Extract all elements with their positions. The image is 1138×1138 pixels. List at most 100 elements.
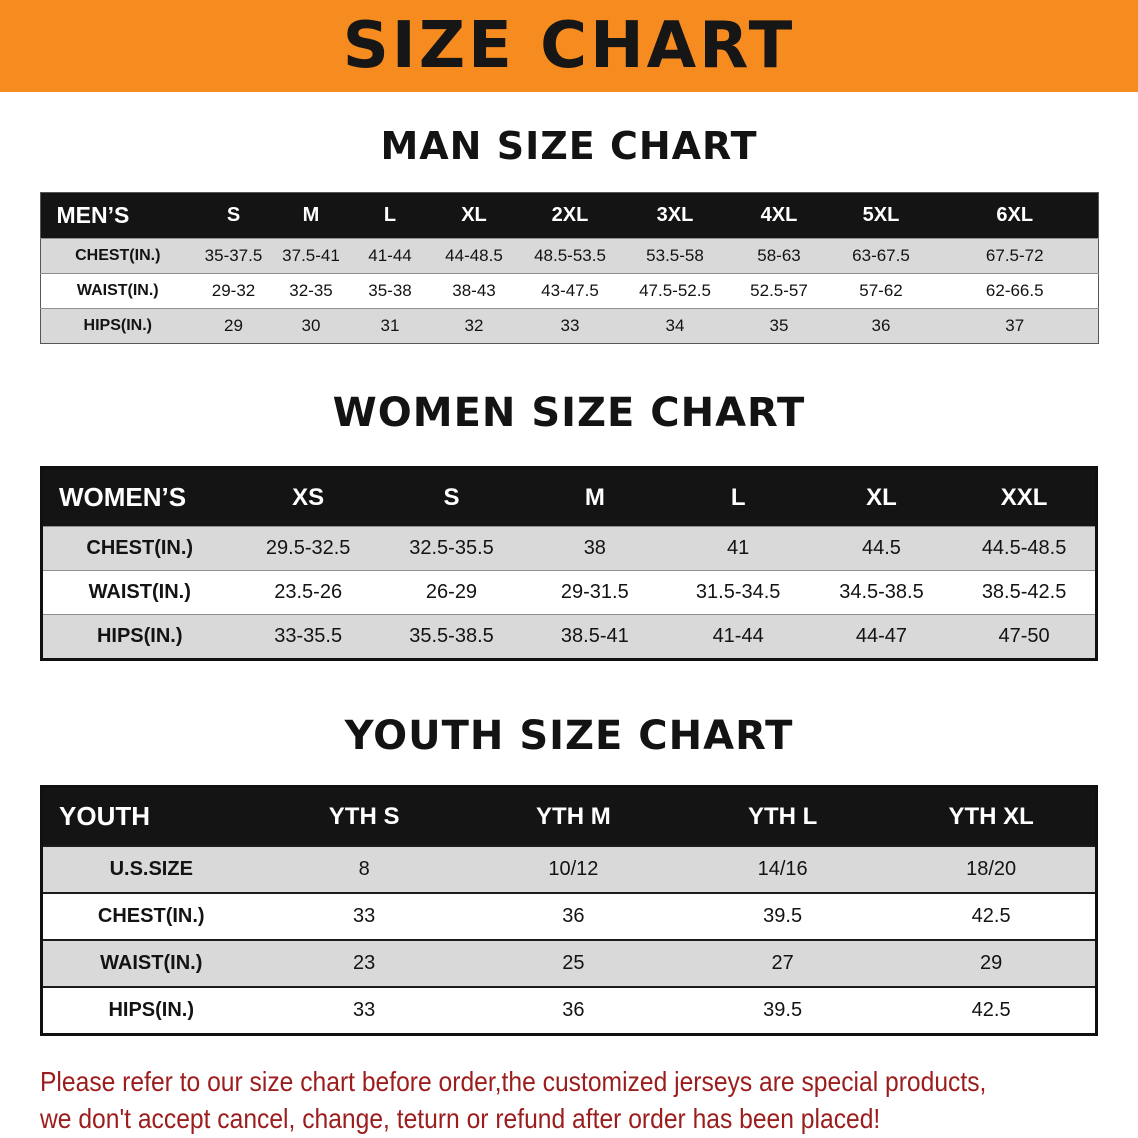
table-title-cell: YOUTH bbox=[41, 786, 260, 846]
table-cell: 14/16 bbox=[757, 858, 808, 880]
table-cell: 39.5 bbox=[763, 905, 803, 927]
size-column-header: 2XL bbox=[518, 192, 622, 239]
table-row: U.S.SIZE 8 10/12 14/16 18/20 bbox=[41, 846, 1097, 893]
table-row: CHEST(IN.) 35-37.5 37.5-41 41-44 44-48.5… bbox=[40, 238, 1098, 274]
table-row: CHEST(IN.) 33 36 39.5 42.5 bbox=[41, 893, 1097, 940]
table-cell: 42.5 bbox=[971, 905, 1011, 927]
table-cell: 38 bbox=[583, 537, 606, 559]
table-cell: 39.5 bbox=[763, 999, 803, 1021]
table-cell: 36 bbox=[562, 999, 585, 1021]
table-row: WAIST(IN.) 23.5-26 26-29 29-31.5 31.5-34… bbox=[41, 570, 1097, 615]
table-cell: 29 bbox=[980, 952, 1003, 974]
table-cell: 62-66.5 bbox=[985, 281, 1044, 300]
table-cell: 33 bbox=[353, 999, 376, 1021]
row-label: WAIST(IN.) bbox=[100, 952, 203, 974]
womens-size-table: WOMEN’S XS S M L XL XXL CHEST(IN.) 29.5-… bbox=[40, 466, 1098, 661]
size-column-header: M bbox=[523, 467, 667, 527]
table-cell: 33-35.5 bbox=[274, 625, 343, 647]
table-cell: 47-50 bbox=[998, 625, 1050, 647]
table-cell: 67.5-72 bbox=[985, 246, 1044, 265]
table-cell: 23 bbox=[353, 952, 376, 974]
size-column-header: 4XL bbox=[728, 192, 830, 239]
table-cell: 48.5-53.5 bbox=[534, 246, 606, 265]
table-cell: 53.5-58 bbox=[646, 246, 704, 265]
table-cell: 26-29 bbox=[425, 581, 478, 603]
table-cell: 38.5-42.5 bbox=[981, 581, 1067, 603]
table-cell: 29-32 bbox=[211, 281, 256, 300]
table-cell: 23.5-26 bbox=[274, 581, 343, 603]
table-cell: 25 bbox=[562, 952, 585, 974]
mens-size-table: MEN’S S M L XL 2XL 3XL 4XL 5XL 6XL CHEST… bbox=[39, 192, 1099, 344]
table-cell: 37 bbox=[1005, 316, 1025, 335]
row-label: WAIST(IN.) bbox=[88, 581, 191, 603]
table-row: HIPS(IN.) 29 30 31 32 33 34 35 36 37 bbox=[40, 308, 1098, 344]
table-cell: 8 bbox=[358, 858, 370, 880]
table-cell: 33 bbox=[353, 905, 376, 927]
table-cell: 37.5-41 bbox=[282, 246, 340, 265]
size-column-header: XL bbox=[430, 192, 518, 239]
size-column-header: YTH L bbox=[678, 786, 888, 846]
row-label: CHEST(IN.) bbox=[86, 537, 194, 559]
table-cell: 27 bbox=[771, 952, 794, 974]
table-cell: 31 bbox=[380, 316, 400, 335]
table-header-row: YOUTH YTH S YTH M YTH L YTH XL bbox=[41, 786, 1097, 846]
size-column-header: 6XL bbox=[932, 192, 1098, 239]
table-cell: 34 bbox=[665, 316, 685, 335]
table-cell: 32 bbox=[464, 316, 484, 335]
table-cell: 10/12 bbox=[548, 858, 599, 880]
page-title: SIZE CHART bbox=[342, 9, 796, 83]
youth-section-heading: YOUTH SIZE CHART bbox=[344, 713, 794, 759]
table-cell: 41-44 bbox=[712, 625, 764, 647]
men-section-heading: MAN SIZE CHART bbox=[380, 124, 758, 168]
table-row: HIPS(IN.) 33 36 39.5 42.5 bbox=[41, 987, 1097, 1035]
table-cell: 42.5 bbox=[971, 999, 1011, 1021]
size-column-header: XXL bbox=[953, 467, 1097, 527]
table-row: CHEST(IN.) 29.5-32.5 32.5-35.5 38 41 44.… bbox=[41, 526, 1097, 571]
table-cell: 31.5-34.5 bbox=[695, 581, 781, 603]
table-header-row: WOMEN’S XS S M L XL XXL bbox=[41, 467, 1097, 527]
table-cell: 38.5-41 bbox=[560, 625, 629, 647]
disclaimer-line-1: Please refer to our size chart before or… bbox=[40, 1066, 987, 1097]
table-cell: 32-35 bbox=[289, 281, 333, 300]
size-column-header: L bbox=[350, 192, 430, 239]
table-cell: 41-44 bbox=[368, 246, 412, 265]
table-cell: 29.5-32.5 bbox=[265, 537, 351, 559]
banner: SIZE CHART bbox=[0, 0, 1138, 92]
table-cell: 35-37.5 bbox=[204, 246, 263, 265]
table-cell: 44-48.5 bbox=[445, 246, 503, 265]
table-row: WAIST(IN.) 23 25 27 29 bbox=[41, 940, 1097, 987]
size-column-header: 3XL bbox=[622, 192, 728, 239]
table-cell: 30 bbox=[301, 316, 321, 335]
table-cell: 57-62 bbox=[859, 281, 903, 300]
size-column-header: M bbox=[272, 192, 350, 239]
table-cell: 35-38 bbox=[368, 281, 412, 300]
size-column-header: YTH S bbox=[259, 786, 469, 846]
table-cell: 33 bbox=[560, 316, 580, 335]
size-column-header: YTH M bbox=[468, 786, 678, 846]
table-cell: 35 bbox=[769, 316, 789, 335]
table-cell: 44-47 bbox=[855, 625, 908, 647]
size-column-header: S bbox=[379, 467, 524, 527]
disclaimer-line-2: we don't accept cancel, change, teturn o… bbox=[40, 1102, 881, 1134]
row-label: CHEST(IN.) bbox=[75, 247, 161, 264]
table-cell: 29-31.5 bbox=[560, 581, 629, 603]
row-label: HIPS(IN.) bbox=[96, 625, 183, 647]
table-cell: 18/20 bbox=[966, 858, 1017, 880]
women-section-heading: WOMEN SIZE CHART bbox=[332, 390, 806, 436]
table-header-row: MEN’S S M L XL 2XL 3XL 4XL 5XL 6XL bbox=[40, 192, 1098, 239]
table-cell: 41 bbox=[727, 537, 750, 559]
table-cell: 32.5-35.5 bbox=[409, 537, 494, 559]
table-cell: 36 bbox=[562, 905, 585, 927]
row-label: WAIST(IN.) bbox=[76, 282, 159, 299]
table-cell: 36 bbox=[871, 316, 891, 335]
table-row: WAIST(IN.) 29-32 32-35 35-38 38-43 43-47… bbox=[40, 273, 1098, 309]
table-cell: 44.5 bbox=[862, 537, 901, 559]
table-cell: 35.5-38.5 bbox=[409, 625, 494, 647]
table-cell: 29 bbox=[224, 316, 243, 335]
disclaimer: Please refer to our size chart before or… bbox=[40, 1064, 1138, 1138]
table-cell: 38-43 bbox=[452, 281, 496, 300]
row-label: HIPS(IN.) bbox=[108, 999, 195, 1021]
size-column-header: L bbox=[666, 467, 810, 527]
table-cell: 47.5-52.5 bbox=[639, 281, 711, 300]
